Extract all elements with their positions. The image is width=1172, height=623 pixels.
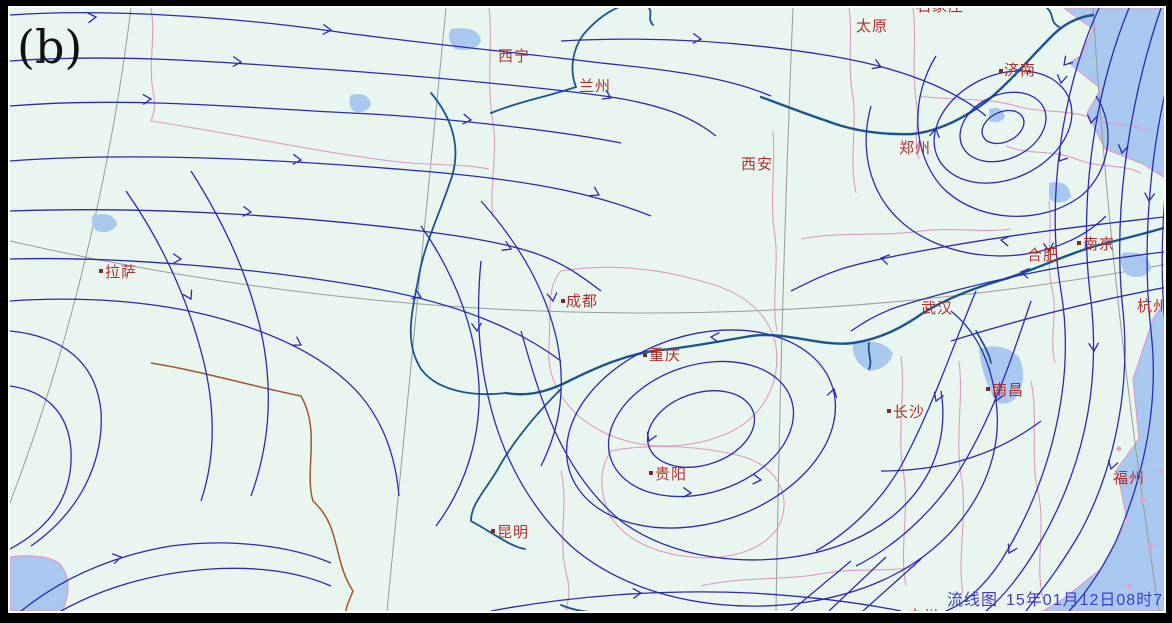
caption-timestamp: 15年01月12日08时700hPa bbox=[1006, 591, 1164, 609]
city-label-guiyang: 贵阳 bbox=[655, 466, 687, 483]
international-border bbox=[150, 362, 354, 611]
sea-areas bbox=[10, 8, 1164, 611]
city-label-changsha: 长沙 bbox=[893, 404, 925, 421]
city-label-nanchang: 南昌 bbox=[992, 382, 1024, 399]
city-label-zhengzhou: 郑州 bbox=[899, 140, 931, 157]
streamline-map: 石家庄 太原 西宁 兰州 济南 郑州 西安 成都 重庆 武汉 合肥 南京 杭州 … bbox=[10, 8, 1164, 611]
city-label-lasa: 拉萨 bbox=[105, 264, 137, 281]
city-label-jinan: 济南 bbox=[1004, 62, 1036, 79]
city-label-kunming: 昆明 bbox=[497, 524, 529, 541]
city-labels: 石家庄 太原 西宁 兰州 济南 郑州 西安 成都 重庆 武汉 合肥 南京 杭州 … bbox=[99, 8, 1164, 611]
city-label-guangzhou: 广州 bbox=[907, 608, 939, 611]
city-label-chengdu: 成都 bbox=[566, 293, 598, 310]
figure-label: (b) bbox=[17, 20, 82, 74]
city-label-nanjing: 南京 bbox=[1083, 236, 1115, 253]
caption-chart-name: 流线图 bbox=[947, 591, 998, 609]
map-frame: 石家庄 太原 西宁 兰州 济南 郑州 西安 成都 重庆 武汉 合肥 南京 杭州 … bbox=[8, 6, 1166, 613]
graticule bbox=[10, 8, 1164, 611]
city-label-taiyuan: 太原 bbox=[856, 18, 888, 35]
city-label-chongqing: 重庆 bbox=[649, 347, 681, 364]
flow-arrows bbox=[86, 11, 1156, 600]
city-label-hangzhou: 杭州 bbox=[1137, 298, 1164, 315]
lakes bbox=[91, 28, 1151, 404]
city-label-hefei: 合肥 bbox=[1027, 247, 1059, 264]
city-label-xian: 西安 bbox=[741, 156, 773, 173]
rivers bbox=[409, 8, 1164, 611]
province-borders bbox=[150, 8, 1150, 611]
city-label-xining: 西宁 bbox=[498, 48, 530, 65]
city-label-wuhan: 武汉 bbox=[921, 300, 953, 317]
city-label-shijiazhuang: 石家庄 bbox=[916, 8, 964, 15]
city-label-fuzhou: 福州 bbox=[1113, 470, 1145, 487]
city-label-lanzhou: 兰州 bbox=[579, 78, 611, 95]
streamlines bbox=[10, 8, 1164, 611]
islands bbox=[1116, 446, 1164, 589]
